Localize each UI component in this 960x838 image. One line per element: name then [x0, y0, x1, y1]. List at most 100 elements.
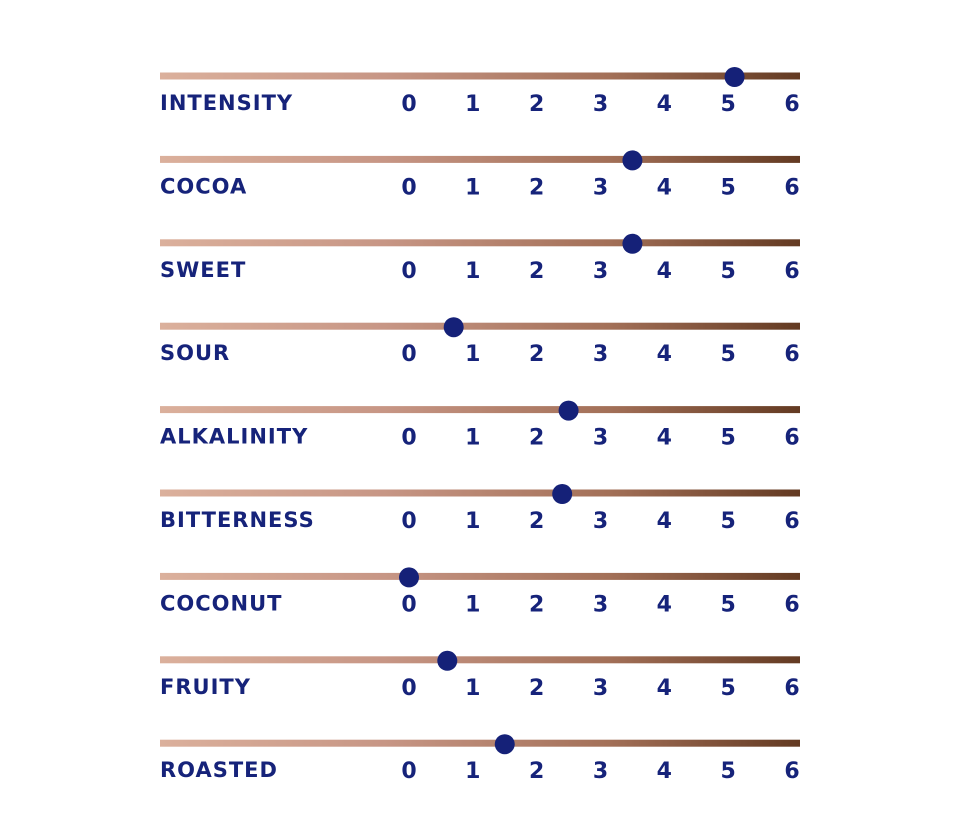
row-label: COCONUT [160, 591, 282, 615]
tick-label: 4 [657, 259, 672, 284]
tick-label: 2 [529, 92, 544, 117]
tick-label: 4 [657, 175, 672, 200]
tick-label: 0 [401, 676, 416, 701]
tick-label: 5 [721, 676, 736, 701]
row-label: ROASTED [160, 758, 278, 782]
slider-row-sour: SOUR 0 1 2 3 4 5 6 [160, 317, 800, 367]
tick-label: 4 [657, 426, 672, 451]
tick-label: 1 [465, 92, 480, 117]
slider-row-fruity: FRUITY 0 1 2 3 4 5 6 [160, 650, 800, 701]
value-marker [494, 734, 515, 755]
tick-label: 6 [784, 509, 799, 534]
tick-label: 0 [401, 759, 416, 784]
slider-row-coconut: COCONUT 0 1 2 3 4 5 6 [160, 567, 800, 617]
tick-label: 3 [593, 509, 608, 534]
value-marker [724, 67, 745, 87]
tick-label: 0 [401, 175, 416, 200]
tick-label: 3 [593, 342, 608, 367]
value-marker [443, 317, 464, 338]
tick-label: 0 [401, 259, 416, 284]
tick-label: 0 [401, 509, 416, 534]
tick-label: 6 [784, 676, 799, 701]
tick-label: 4 [657, 342, 672, 367]
tick-label: 3 [593, 676, 608, 701]
tick-label: 6 [784, 759, 799, 784]
tick-label: 1 [465, 342, 480, 367]
tick-label: 1 [465, 759, 480, 784]
row-label: SWEET [160, 258, 246, 282]
value-marker [622, 150, 643, 171]
tick-label: 5 [721, 426, 736, 451]
tick-label: 1 [465, 676, 480, 701]
tick-label: 1 [465, 592, 480, 617]
slider-row-bitterness: BITTERNESS 0 1 2 3 4 5 6 [160, 484, 800, 534]
tick-label: 2 [529, 175, 544, 200]
tick-label: 5 [721, 342, 736, 367]
tick-label: 4 [657, 92, 672, 117]
tick-label: 6 [784, 259, 799, 284]
tick-label: 5 [721, 509, 736, 534]
tick-label: 3 [593, 175, 608, 200]
row-label: FRUITY [160, 675, 251, 699]
slider-row-roasted: ROASTED 0 1 2 3 4 5 6 [160, 734, 800, 784]
tick-label: 0 [401, 342, 416, 367]
row-label: INTENSITY [160, 91, 293, 115]
tick-label: 3 [593, 92, 608, 117]
tick-label: 4 [657, 676, 672, 701]
tick-label: 2 [529, 676, 544, 701]
tick-label: 0 [401, 592, 416, 617]
value-marker [558, 400, 579, 421]
row-label: ALKALINITY [160, 425, 308, 449]
slider-track [160, 239, 800, 247]
tick-label: 3 [593, 426, 608, 451]
slider-track [160, 572, 800, 580]
row-label: COCOA [160, 174, 247, 198]
slider-track [160, 406, 800, 414]
value-marker [437, 650, 458, 671]
tick-label: 2 [529, 259, 544, 284]
tick-label: 0 [401, 92, 416, 117]
row-label: BITTERNESS [160, 508, 315, 532]
tick-label: 3 [593, 592, 608, 617]
slider-track [160, 489, 800, 497]
value-marker [399, 567, 419, 588]
tick-label: 2 [529, 759, 544, 784]
tick-label: 6 [784, 92, 799, 117]
tick-label: 4 [657, 592, 672, 617]
slider-row-alkalinity: ALKALINITY 0 1 2 3 4 5 6 [160, 400, 800, 451]
tick-label: 6 [784, 426, 799, 451]
tick-label: 6 [784, 342, 799, 367]
slider-track [160, 72, 800, 80]
slider-track [160, 322, 800, 330]
slider-row-intensity: INTENSITY 0 1 2 3 4 5 6 [160, 67, 800, 117]
tick-label: 4 [657, 509, 672, 534]
tick-label: 6 [784, 175, 799, 200]
tick-label: 1 [465, 426, 480, 451]
tick-label: 5 [721, 592, 736, 617]
value-marker [552, 484, 573, 504]
tick-label: 0 [401, 426, 416, 451]
slider-track [160, 739, 800, 747]
slider-track [160, 155, 800, 163]
tick-label: 3 [593, 759, 608, 784]
tick-label: 2 [529, 509, 544, 534]
tick-label: 1 [465, 259, 480, 284]
tick-label: 4 [657, 759, 672, 784]
tick-label: 1 [465, 175, 480, 200]
slider-row-sweet: SWEET 0 1 2 3 4 5 6 [160, 233, 800, 284]
tick-label: 5 [721, 175, 736, 200]
tick-label: 1 [465, 509, 480, 534]
tick-label: 5 [721, 759, 736, 784]
slider-row-cocoa: COCOA 0 1 2 3 4 5 6 [160, 150, 800, 200]
tick-label: 2 [529, 592, 544, 617]
tick-label: 2 [529, 342, 544, 367]
tick-label: 5 [721, 92, 736, 117]
tick-label: 6 [784, 592, 799, 617]
tick-label: 5 [721, 259, 736, 284]
tick-label: 3 [593, 259, 608, 284]
tick-label: 2 [529, 426, 544, 451]
slider-track [160, 656, 800, 664]
value-marker [622, 233, 643, 254]
row-label: SOUR [160, 341, 230, 365]
